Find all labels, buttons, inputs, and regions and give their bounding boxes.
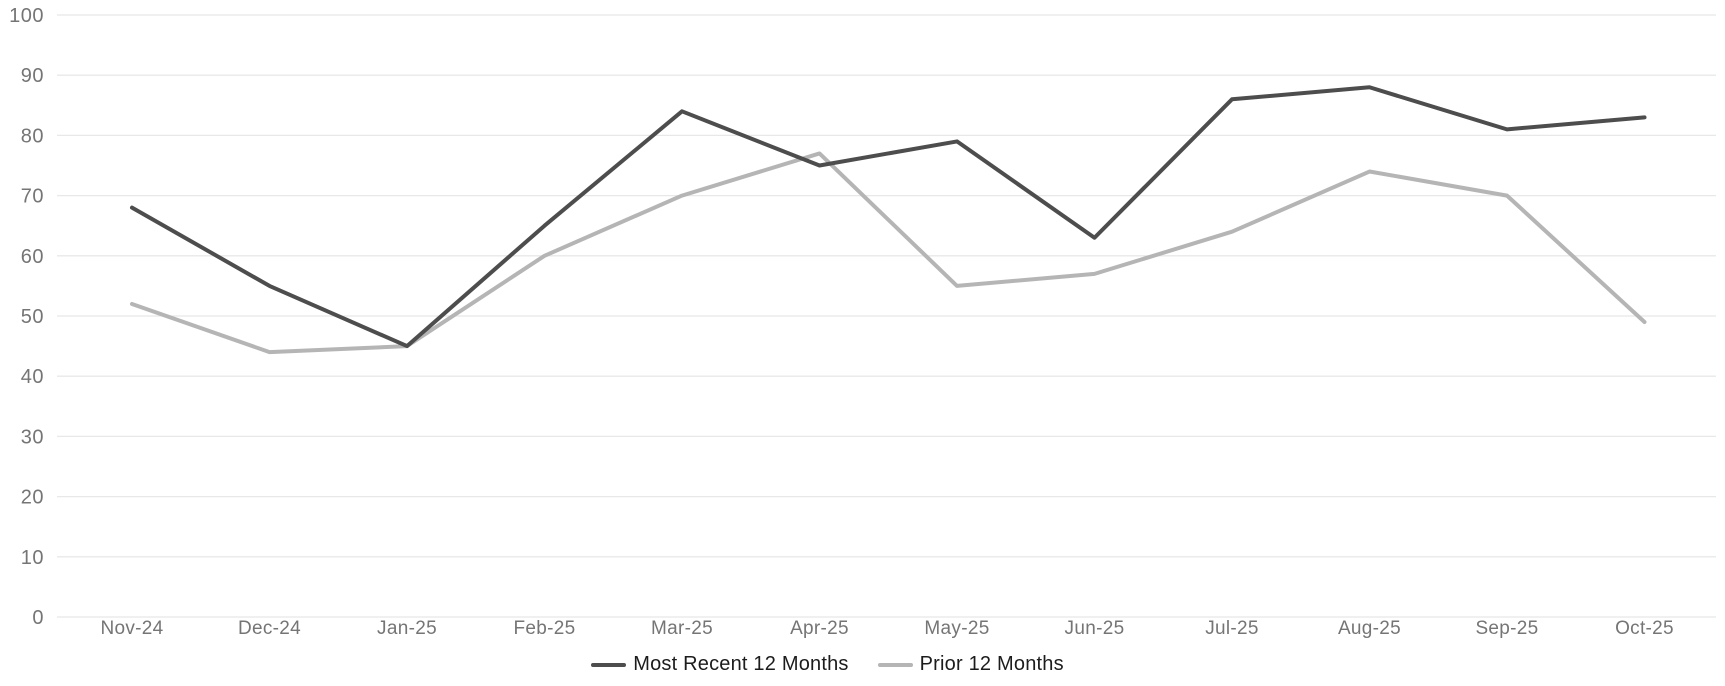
y-axis-tick-label: 40 (21, 366, 44, 388)
x-axis-label: Jun-25 (1065, 618, 1125, 639)
y-axis-tick-label: 80 (21, 125, 44, 147)
legend-label-prior: Prior 12 Months (919, 653, 1064, 675)
x-axis-label: Jan-25 (377, 618, 437, 639)
y-axis-tick-label: 20 (21, 487, 44, 509)
y-axis-tick-label: 70 (21, 186, 44, 208)
y-axis-tick-label: 30 (21, 426, 44, 448)
x-axis-label: Jul-25 (1205, 618, 1259, 639)
legend-item-most-recent-12-months[interactable]: Most Recent 12 Months (591, 653, 848, 676)
x-axis-label: Sep-25 (1475, 618, 1538, 639)
y-axis-tick-label: 0 (32, 607, 44, 629)
x-axis-label: Mar-25 (651, 618, 713, 639)
x-axis-label: Feb-25 (513, 618, 575, 639)
y-axis-tick-label: 10 (21, 547, 44, 569)
series-line-most-recent-12-months (130, 85, 1647, 349)
legend-item-prior-12-months[interactable]: Prior 12 Months (877, 653, 1064, 676)
y-axis-tick-label: 60 (21, 246, 44, 268)
legend: Most Recent 12 Months Prior 12 Months (0, 653, 1690, 676)
y-axis-tick-label: 50 (21, 306, 44, 328)
legend-line-swatch-most-recent (591, 662, 627, 667)
x-axis-label: Aug-25 (1338, 618, 1401, 639)
x-axis-label: Oct-25 (1615, 618, 1674, 639)
legend-label-most-recent: Most Recent 12 Months (633, 653, 849, 675)
y-axis-tick-label: 100 (9, 5, 44, 27)
x-axis-label: Nov-24 (100, 618, 163, 639)
y-axis-tick-label: 90 (21, 65, 44, 87)
series-line-prior-12-months (130, 151, 1647, 355)
legend-line-swatch-prior (877, 662, 913, 667)
x-axis-label: Dec-24 (238, 618, 301, 639)
x-axis-label: Apr-25 (790, 618, 849, 639)
plot-area: 0 10 20 30 40 50 60 70 80 90 100 Nov-24 Dec-24 Jan-25… (9, 5, 1716, 639)
x-axis-label: May-25 (924, 618, 989, 639)
